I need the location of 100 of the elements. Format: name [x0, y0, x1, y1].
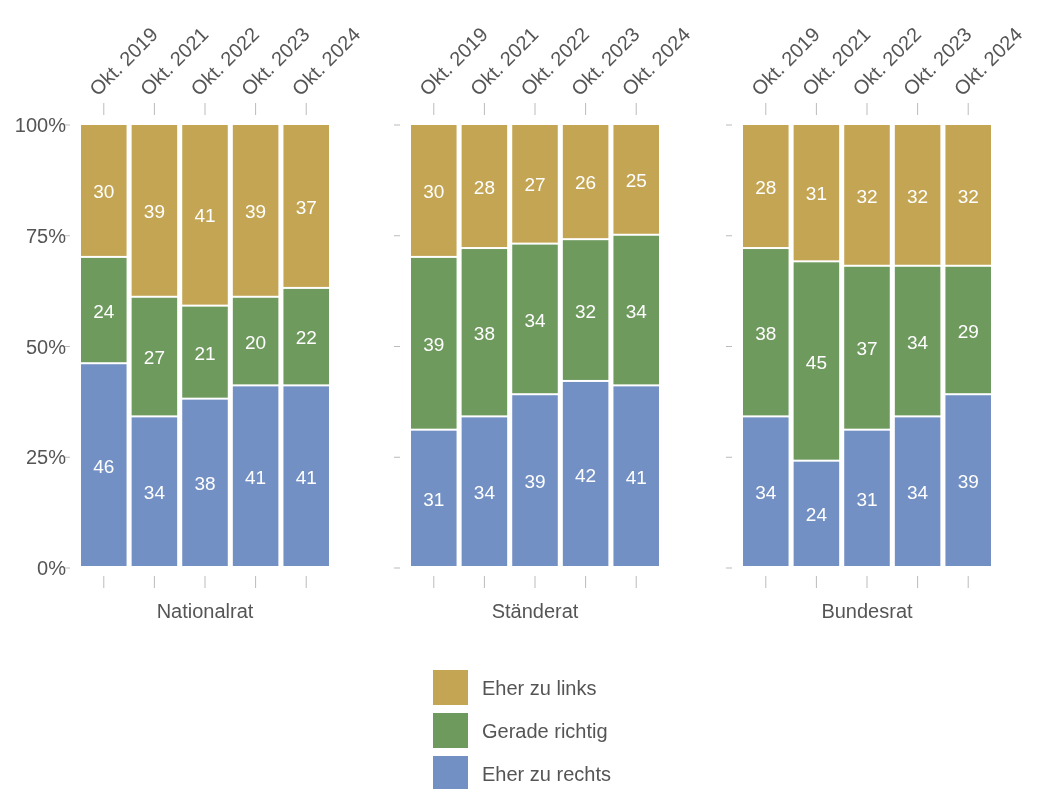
bar: [461, 125, 508, 248]
bar: [743, 125, 789, 248]
data-label: 38: [473, 322, 495, 344]
bar: [81, 125, 127, 256]
data-label: 39: [957, 471, 979, 493]
legend-label: Gerade richtig: [482, 720, 608, 742]
data-label: 28: [473, 176, 495, 198]
bar: [411, 125, 457, 256]
data-label: 45: [805, 351, 827, 373]
data-label: 46: [93, 455, 115, 477]
bar: [743, 417, 789, 566]
bar: [945, 266, 991, 394]
bar: [743, 249, 789, 416]
x-axis-title: Ständerat: [491, 600, 579, 622]
data-label: 31: [805, 183, 827, 205]
bar: [411, 257, 457, 429]
data-label: 32: [575, 300, 597, 322]
data-label: 39: [524, 471, 546, 493]
y-tick-label: 50%: [25, 335, 67, 358]
bar: [844, 430, 890, 566]
data-label: 38: [194, 473, 216, 495]
bar: [512, 125, 558, 243]
data-label: 41: [625, 466, 647, 488]
data-label: 31: [856, 488, 878, 510]
bar: [461, 417, 508, 566]
bar: [562, 240, 609, 380]
data-label: 28: [755, 176, 777, 198]
data-label: 39: [245, 201, 267, 223]
bar: [844, 125, 890, 265]
y-tick-label: 75%: [25, 224, 67, 247]
data-label: 34: [755, 482, 777, 504]
bar: [613, 125, 659, 234]
data-label: 27: [143, 347, 165, 369]
bar: [894, 125, 941, 265]
y-tick-label: 100%: [14, 114, 67, 136]
bar: [512, 395, 558, 566]
bar: [411, 430, 457, 566]
data-label: 34: [907, 331, 929, 353]
data-label: 32: [907, 185, 929, 207]
data-label: 26: [575, 172, 597, 194]
bar: [945, 125, 991, 265]
bar: [131, 297, 178, 416]
data-label: 41: [295, 466, 317, 488]
bar: [894, 417, 941, 566]
data-label: 42: [575, 464, 597, 486]
legend-label: Eher zu links: [482, 677, 597, 699]
data-label: 31: [423, 488, 445, 510]
data-label: 34: [907, 482, 929, 504]
data-label: 37: [295, 196, 317, 218]
y-tick-label: 0%: [37, 557, 67, 579]
bar: [232, 125, 279, 296]
bar: [283, 125, 329, 287]
bar: [232, 297, 279, 385]
bar: [844, 266, 890, 429]
bar: [283, 288, 329, 385]
bar: [613, 386, 659, 566]
bar: [131, 417, 178, 566]
data-label: 25: [625, 170, 647, 192]
x-axis-title: Nationalrat: [156, 600, 254, 622]
data-label: 32: [957, 185, 979, 207]
bar: [793, 262, 840, 460]
bar: [182, 125, 228, 305]
bar: [182, 306, 228, 398]
bar: [232, 386, 279, 566]
bar: [182, 399, 228, 566]
data-label: 39: [423, 333, 445, 355]
data-label: 34: [143, 482, 166, 504]
data-label: 37: [856, 338, 878, 360]
bar: [81, 257, 127, 363]
legend-label: Eher zu rechts: [482, 763, 611, 785]
data-label: 24: [93, 300, 115, 322]
data-label: 30: [93, 181, 115, 203]
bar: [894, 266, 941, 416]
data-label: 34: [473, 482, 496, 504]
bar: [562, 381, 609, 566]
data-label: 39: [143, 201, 165, 223]
data-label: 21: [194, 342, 216, 364]
bar: [945, 395, 991, 566]
data-label: 34: [625, 300, 648, 322]
bar: [461, 249, 508, 416]
data-label: 38: [755, 322, 777, 344]
data-label: 20: [245, 331, 267, 353]
data-label: 29: [957, 320, 979, 342]
data-label: 41: [245, 466, 267, 488]
data-label: 27: [524, 174, 546, 196]
bar: [613, 235, 659, 385]
bar: [283, 386, 329, 566]
data-label: 30: [423, 181, 445, 203]
data-label: 34: [524, 309, 546, 331]
data-label: 24: [805, 504, 828, 526]
bar: [131, 125, 178, 296]
x-axis-title: Bundesrat: [821, 600, 914, 622]
bar: [562, 125, 609, 239]
data-label: 22: [295, 327, 317, 349]
bar: [81, 364, 127, 566]
data-label: 41: [194, 205, 216, 227]
data-label: 32: [856, 185, 878, 207]
y-tick-label: 25%: [25, 446, 67, 469]
bar: [512, 244, 558, 394]
bar: [793, 125, 840, 261]
